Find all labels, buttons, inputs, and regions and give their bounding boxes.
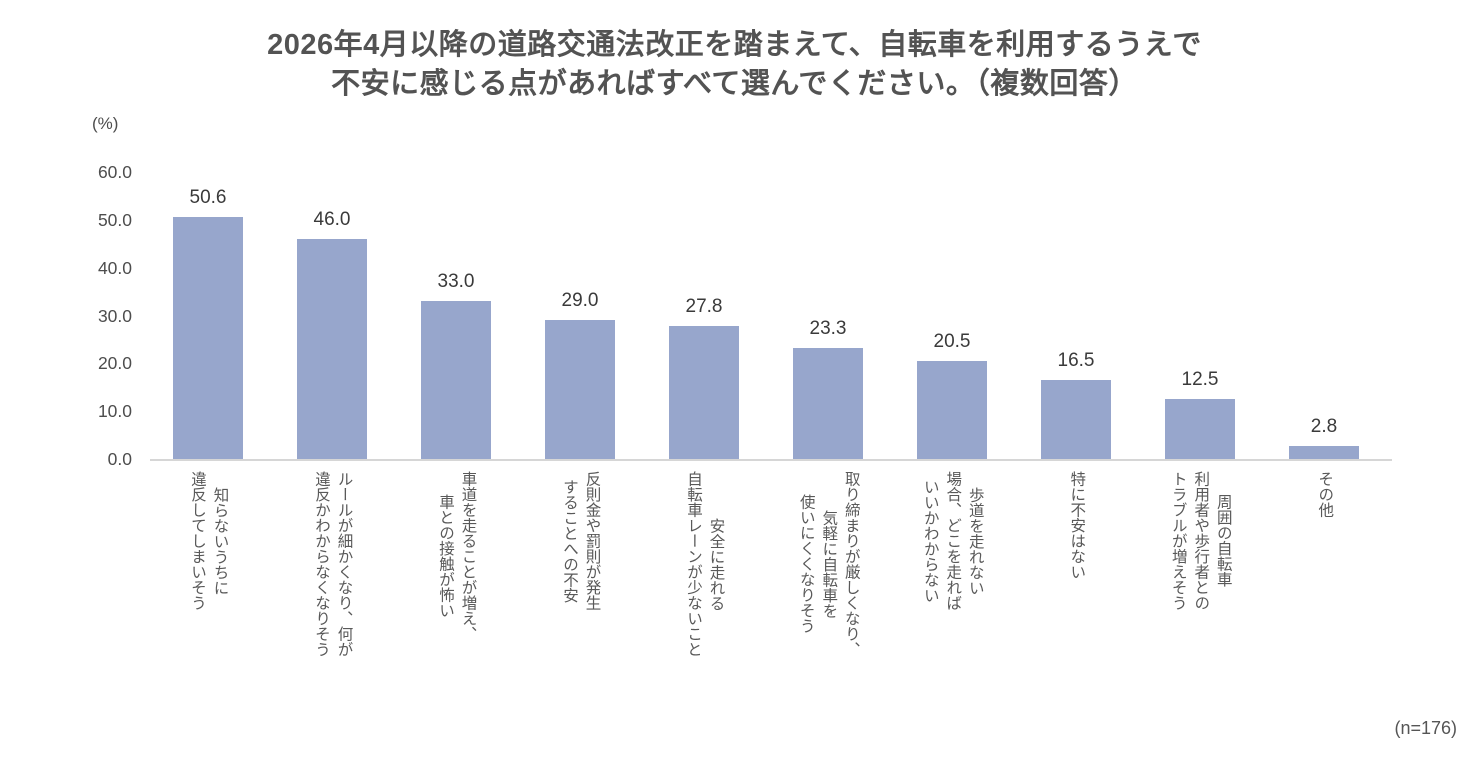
category-label-slot: 知らないうちに 違反してしまいそう xyxy=(146,471,270,611)
category-label: 周囲の自転車 利用者や歩行者との トラブルが増えそう xyxy=(1169,471,1232,611)
category-label-slot: 歩道を走れない 場合、どこを走れば いいかわからない xyxy=(890,471,1014,611)
y-axis-tick-label: 60.0 xyxy=(97,162,132,183)
category-label: ルールが細かくなり、何が 違反かわからなくなりそう xyxy=(313,471,353,657)
bar xyxy=(1041,380,1111,459)
category-label-slot: 特に不安はない xyxy=(1014,471,1138,580)
y-axis-tick-label: 10.0 xyxy=(97,401,132,422)
bar xyxy=(1165,399,1235,459)
category-label-slot: ルールが細かくなり、何が 違反かわからなくなりそう xyxy=(270,471,394,657)
y-axis-tick-label: 30.0 xyxy=(97,305,132,326)
bar-value-label: 27.8 xyxy=(685,296,723,317)
bar xyxy=(297,239,367,459)
bar xyxy=(1289,446,1359,459)
category-label-slot: 車道を走ることが増え、 車との接触が怖い xyxy=(394,471,518,642)
category-label: 安全に走れる 自転車レーンが少ないこと xyxy=(685,471,725,657)
category-label: 反則金や罰則が発生 することへの不安 xyxy=(561,471,601,611)
category-label: その他 xyxy=(1316,471,1334,518)
category-label-slot: 安全に走れる 自転車レーンが少ないこと xyxy=(642,471,766,657)
bar xyxy=(917,361,987,459)
bar-value-label: 50.6 xyxy=(189,187,227,208)
category-label: 車道を走ることが増え、 車との接触が怖い xyxy=(437,471,477,642)
category-label: 歩道を走れない 場合、どこを走れば いいかわからない xyxy=(921,471,984,611)
bar-value-label: 12.5 xyxy=(1181,369,1219,390)
bar-value-label: 33.0 xyxy=(437,271,475,292)
category-label-slot: 周囲の自転車 利用者や歩行者との トラブルが増えそう xyxy=(1138,471,1262,611)
sample-size-note: (n=176) xyxy=(1394,718,1457,738)
bar-value-label: 29.0 xyxy=(561,290,599,311)
bar xyxy=(545,320,615,459)
bar xyxy=(421,301,491,459)
x-axis-line xyxy=(150,459,1392,461)
category-label: 取り締まりが厳しくなり、 気軽に自転車を 使いにくくなりそう xyxy=(797,471,860,657)
bar-value-label: 46.0 xyxy=(313,209,351,230)
y-axis-tick-label: 20.0 xyxy=(97,353,132,374)
bar xyxy=(669,326,739,459)
bar-value-label: 23.3 xyxy=(809,318,847,339)
bar-value-label: 2.8 xyxy=(1310,416,1338,437)
category-label-slot: 反則金や罰則が発生 することへの不安 xyxy=(518,471,642,611)
bar xyxy=(173,217,243,459)
category-label-slot: その他 xyxy=(1262,471,1386,518)
chart-title: 2026年4月以降の道路交通法改正を踏まえて、自転車を利用するうえで 不安に感じ… xyxy=(267,29,1202,101)
category-label: 知らないうちに 違反してしまいそう xyxy=(189,471,229,611)
bar-value-label: 16.5 xyxy=(1057,350,1095,371)
category-label-slot: 取り締まりが厳しくなり、 気軽に自転車を 使いにくくなりそう xyxy=(766,471,890,657)
bar-value-label: 20.5 xyxy=(933,331,971,352)
category-label: 特に不安はない xyxy=(1068,471,1086,580)
y-axis-tick-label: 40.0 xyxy=(97,257,132,278)
bar xyxy=(793,348,863,459)
y-axis-tick-label: 0.0 xyxy=(107,449,132,469)
y-axis-unit-label: (%) xyxy=(92,114,119,133)
y-axis-tick-label: 50.0 xyxy=(97,210,132,230)
